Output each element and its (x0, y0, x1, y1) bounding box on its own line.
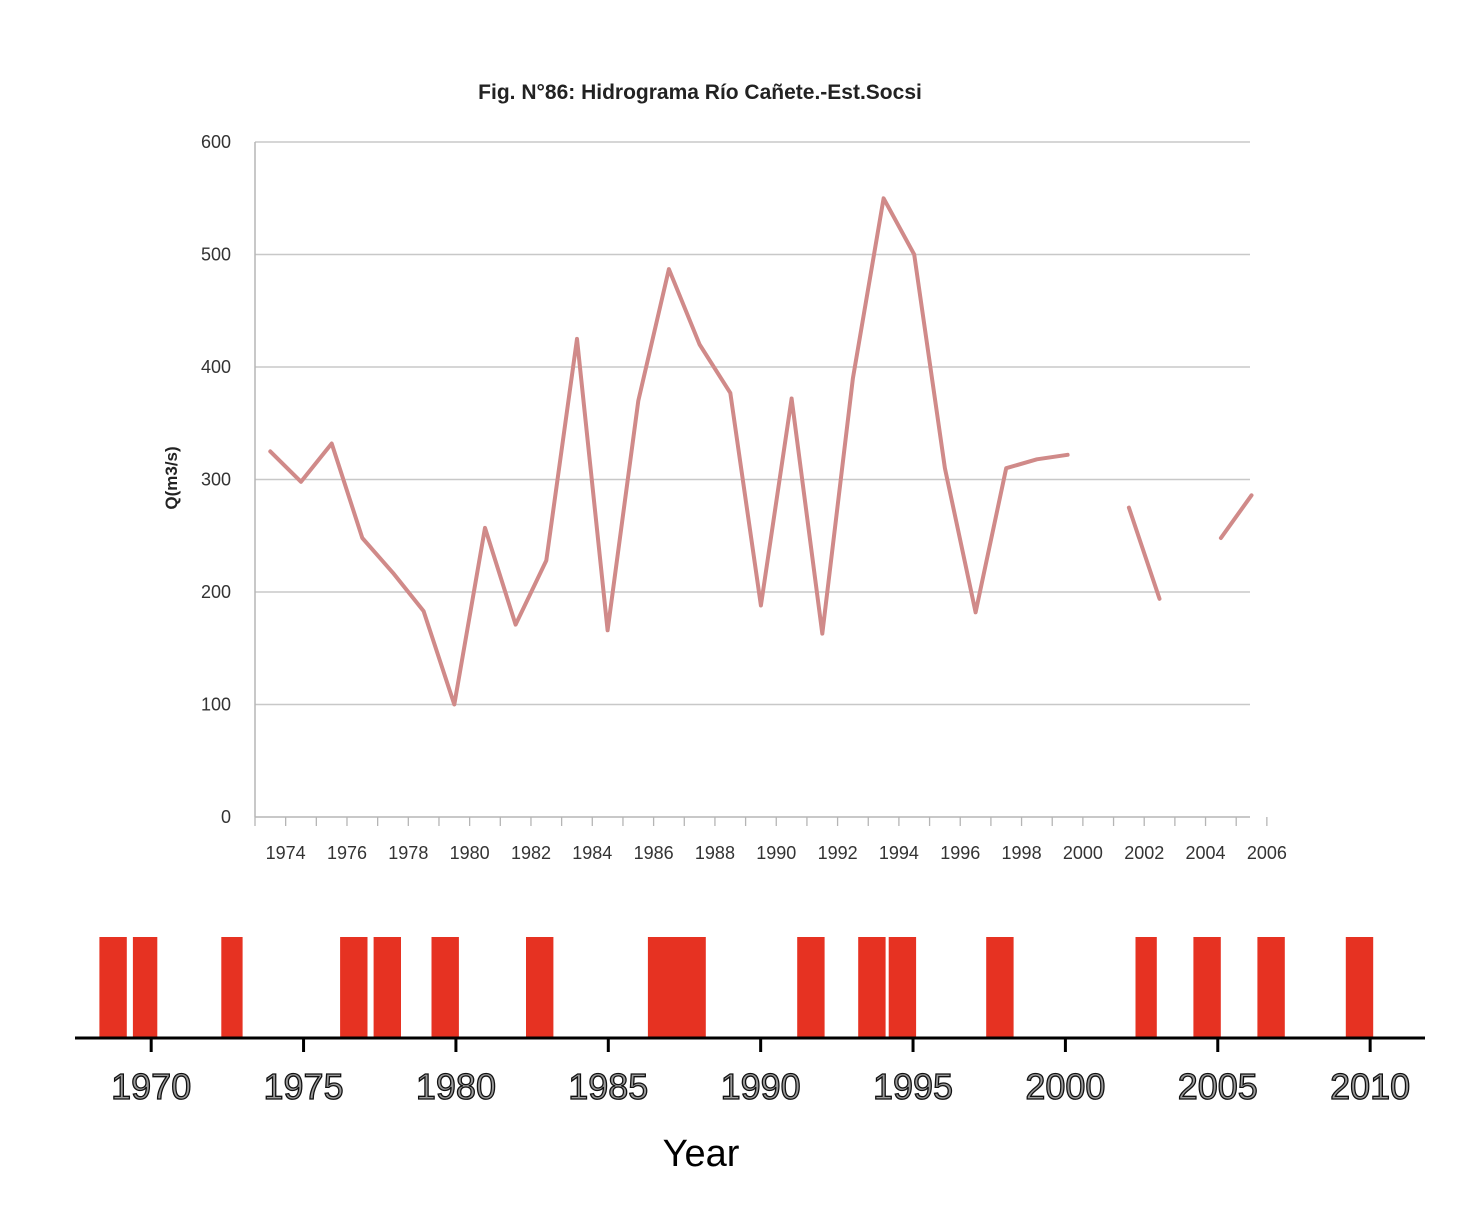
event-bar (526, 937, 554, 1038)
timeline-tick-label: 2005 (1178, 1066, 1258, 1107)
x-tick-label: 1994 (879, 843, 919, 863)
x-tick-label: 1984 (572, 843, 612, 863)
y-tick-label: 400 (201, 357, 231, 377)
event-bar (986, 937, 1014, 1038)
x-tick-label: 1996 (940, 843, 980, 863)
event-bar (1135, 937, 1157, 1038)
y-axis-label: Q(m3/s) (162, 446, 181, 509)
y-tick-label: 100 (201, 695, 231, 715)
y-tick-label: 0 (221, 807, 231, 827)
event-bar (373, 937, 401, 1038)
event-bar (797, 937, 825, 1038)
event-bar (132, 937, 158, 1038)
timeline-tick-label: 1975 (264, 1066, 344, 1107)
y-tick-label: 200 (201, 582, 231, 602)
x-tick-label: 2002 (1124, 843, 1164, 863)
event-timeline-chart: 1970 1975 1980 1985 1990 1995 2000 2005 2010 Yea… (75, 937, 1425, 1175)
event-bar (1257, 937, 1285, 1038)
event-bar (1193, 937, 1221, 1038)
gridlines (255, 141, 1250, 706)
flow-series (268, 196, 1254, 707)
event-bar (647, 937, 706, 1038)
x-tick-label: 1982 (511, 843, 551, 863)
timeline-tick-label: 2000 (1025, 1066, 1105, 1107)
series-line (1126, 505, 1162, 601)
timeline-tick-labels: 1970 1975 1980 1985 1990 1995 2000 2005 2010 (110, 1065, 1410, 1107)
timeline-tick-label: 1985 (568, 1066, 648, 1107)
x-tick-labels: 1974 1976 1978 1980 1982 1984 1986 1988 1990 1992… (266, 843, 1287, 863)
event-bar (340, 937, 368, 1038)
timeline-tick-label: 1995 (873, 1066, 953, 1107)
x-tick-label: 2006 (1247, 843, 1287, 863)
event-bars (99, 937, 1374, 1038)
x-tick-label: 1990 (756, 843, 796, 863)
x-tick-label: 1980 (450, 843, 490, 863)
timeline-tick-label: 1970 (111, 1066, 191, 1107)
event-bar (221, 937, 243, 1038)
event-bar (99, 937, 127, 1038)
x-tick-label: 1978 (388, 843, 428, 863)
event-bar (888, 937, 917, 1038)
x-tick-label: 1986 (634, 843, 674, 863)
timeline-tick-label: 2010 (1330, 1066, 1410, 1107)
y-tick-label: 500 (201, 245, 231, 265)
x-tick-label: 1988 (695, 843, 735, 863)
event-bar (431, 937, 459, 1038)
chart-title: Fig. N°86: Hidrograma Río Cañete.-Est.So… (478, 81, 922, 104)
timeline-tick-label: 1990 (721, 1066, 801, 1107)
x-tick-label: 1998 (1002, 843, 1042, 863)
series-line (268, 196, 1070, 707)
timeline-axis (75, 1036, 1425, 1052)
x-tick-label: 2000 (1063, 843, 1103, 863)
event-bar (858, 937, 886, 1038)
x-tick-label: 2004 (1186, 843, 1226, 863)
y-tick-labels: 0 100 200 300 400 500 600 (201, 132, 231, 827)
y-tick-label: 600 (201, 132, 231, 152)
event-bar (1345, 937, 1374, 1038)
y-tick-label: 300 (201, 470, 231, 490)
x-axis-label: Year (663, 1133, 740, 1175)
axes (254, 142, 1268, 826)
timeline-tick-label: 1980 (416, 1066, 496, 1107)
series-line (1218, 493, 1254, 540)
x-tick-label: 1974 (266, 843, 306, 863)
x-tick-label: 1992 (818, 843, 858, 863)
x-tick-label: 1976 (327, 843, 367, 863)
hydrograph-chart: Fig. N°86: Hidrograma Río Cañete.-Est.So… (162, 81, 1287, 863)
